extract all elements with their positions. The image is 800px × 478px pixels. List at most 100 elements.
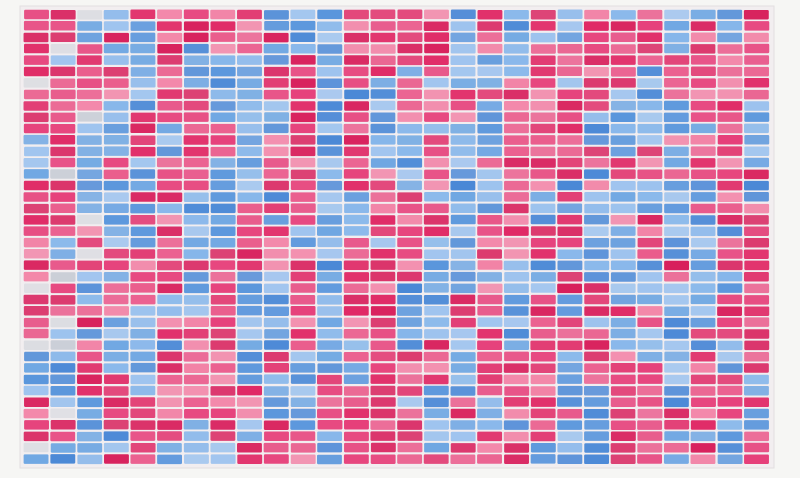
paint-cell <box>23 385 49 396</box>
paint-cell <box>744 260 770 271</box>
paint-cell <box>290 157 316 168</box>
paint-cell <box>344 214 369 225</box>
paint-cell <box>50 21 76 31</box>
paint-cell <box>424 180 449 190</box>
paint-cell <box>744 21 770 31</box>
paint-cell <box>263 89 289 100</box>
paint-cell <box>477 157 503 168</box>
paint-cell <box>504 397 529 407</box>
paint-cell <box>424 66 450 77</box>
paint-cell <box>210 158 236 168</box>
paint-cell <box>130 89 156 100</box>
paint-cell <box>637 351 663 362</box>
grid <box>23 9 770 465</box>
paint-cell <box>530 420 556 430</box>
paint-cell <box>77 351 102 362</box>
paint-cell <box>477 78 503 88</box>
paint-cell <box>477 135 503 145</box>
paint-cell <box>717 89 743 99</box>
paint-cell <box>130 340 156 350</box>
paint-cell <box>744 101 770 111</box>
paint-cell <box>637 431 663 441</box>
paint-cell <box>370 112 396 122</box>
paint-cell <box>290 9 316 20</box>
paint-cell <box>744 374 769 385</box>
paint-cell <box>450 135 476 145</box>
paint-cell <box>743 363 769 373</box>
paint-cell <box>23 32 49 43</box>
paint-cell <box>397 192 423 202</box>
paint-cell <box>503 260 529 271</box>
paint-cell <box>23 408 49 419</box>
paint-cell <box>424 306 450 316</box>
paint-cell <box>50 283 76 294</box>
paint-cell <box>130 203 156 214</box>
paint-cell <box>664 135 690 145</box>
paint-cell <box>664 123 690 134</box>
paint-cell <box>584 146 609 157</box>
paint-cell <box>610 169 636 179</box>
paint-cell <box>183 135 209 145</box>
paint-cell <box>477 55 503 65</box>
paint-cell <box>503 44 529 54</box>
paint-cell <box>690 66 716 76</box>
paint-cell <box>504 409 530 419</box>
paint-cell <box>637 214 663 225</box>
paint-cell <box>690 271 716 282</box>
paint-cell <box>210 306 236 316</box>
paint-cell <box>637 260 663 271</box>
paint-cell <box>584 351 609 362</box>
paint-cell <box>344 55 369 65</box>
paint-cell <box>183 180 209 191</box>
paint-cell <box>317 146 343 156</box>
paint-cell <box>717 260 743 271</box>
paint-cell <box>450 386 476 396</box>
paint-cell <box>744 226 769 236</box>
paint-cell <box>157 408 183 419</box>
paint-cell <box>210 55 236 65</box>
paint-cell <box>263 226 289 237</box>
paint-cell <box>530 249 556 259</box>
paint-cell <box>637 237 663 248</box>
paint-cell <box>236 397 262 407</box>
paint-cell <box>344 431 369 442</box>
paint-cell <box>263 317 289 328</box>
paint-cell <box>130 420 156 430</box>
paint-cell <box>450 214 476 225</box>
paint-cell <box>237 385 263 396</box>
paint-cell <box>263 78 289 88</box>
paint-cell <box>717 123 743 134</box>
paint-cell <box>690 420 716 430</box>
paint-cell <box>210 203 236 214</box>
paint-cell <box>610 192 636 202</box>
paint-cell <box>343 283 369 293</box>
paint-cell <box>370 100 396 111</box>
paint-cell <box>397 43 423 54</box>
paint-cell <box>610 386 636 396</box>
paint-cell <box>477 10 503 20</box>
paint-cell <box>183 306 209 316</box>
paint-cell <box>557 100 583 111</box>
paint-cell <box>744 295 770 305</box>
paint-cell <box>664 214 689 225</box>
paint-cell <box>104 215 129 225</box>
paint-cell <box>130 283 156 293</box>
paint-cell <box>610 55 636 65</box>
paint-cell <box>264 180 289 191</box>
paint-cell <box>344 101 370 111</box>
paint-cell <box>397 454 423 464</box>
paint-cell <box>690 44 716 54</box>
paint-cell <box>610 431 636 441</box>
paint-cell <box>717 340 743 351</box>
paint-cell <box>530 55 556 66</box>
paint-cell <box>477 192 502 202</box>
paint-cell <box>103 78 129 88</box>
paint-cell <box>423 351 449 362</box>
paint-cell <box>343 317 369 328</box>
paint-cell <box>637 306 663 316</box>
paint-cell <box>557 226 583 237</box>
paint-cell <box>343 260 369 270</box>
paint-cell <box>157 43 183 54</box>
paint-cell <box>77 78 102 88</box>
paint-cell <box>423 260 449 270</box>
